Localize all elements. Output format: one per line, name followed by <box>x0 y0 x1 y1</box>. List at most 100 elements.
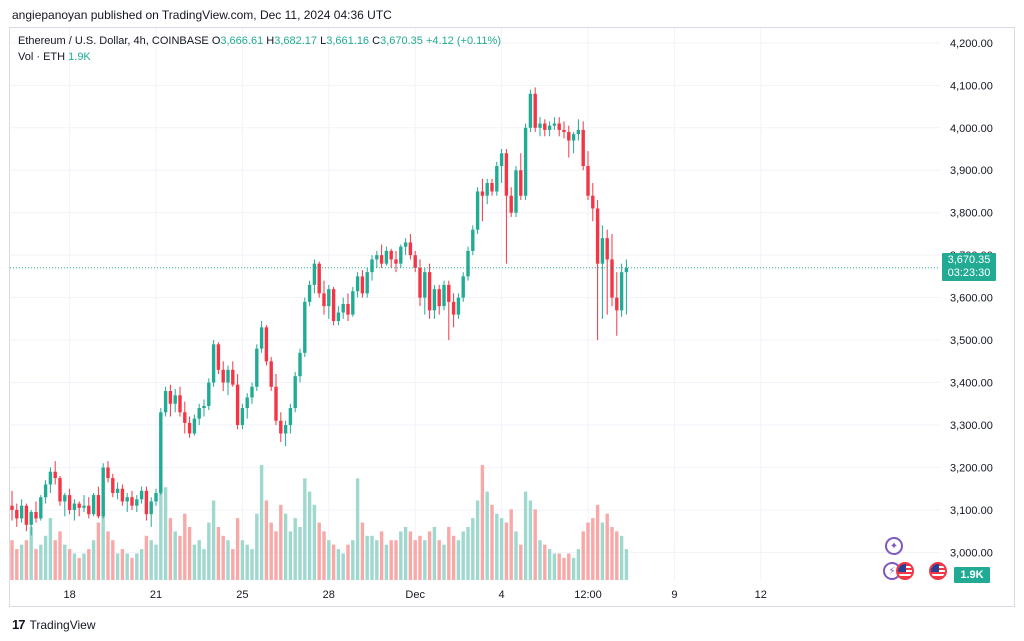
volume-bar <box>615 531 619 580</box>
candle-body <box>399 246 403 264</box>
tradingview-logo-icon: 17 <box>12 617 26 632</box>
candle <box>341 297 345 319</box>
candle <box>471 225 475 256</box>
candle <box>528 89 533 133</box>
candle <box>543 119 547 137</box>
candle <box>135 495 139 513</box>
time-tick-label: 12 <box>755 589 767 601</box>
candle <box>159 408 163 496</box>
candle-body <box>163 391 168 413</box>
candle-body <box>322 293 326 307</box>
volume-bar <box>514 531 518 580</box>
candle <box>63 492 67 517</box>
legend-volume-label: Vol · ETH <box>18 51 66 63</box>
candle-body <box>264 327 269 362</box>
candle-body <box>447 284 451 302</box>
volume-bar <box>139 549 144 580</box>
candle <box>58 475 62 506</box>
candle <box>490 178 494 196</box>
candle-body <box>538 123 542 128</box>
time-tick-label: 28 <box>323 589 335 601</box>
candle <box>154 488 158 506</box>
candle <box>101 463 105 519</box>
volume-bar <box>595 504 600 580</box>
candle-body <box>581 129 585 166</box>
candle-body <box>298 352 302 377</box>
price-tick-label: 4,100.00 <box>950 80 993 92</box>
candle-body <box>82 505 86 508</box>
candle-body <box>327 289 331 307</box>
time-tick-label: 12:00 <box>574 589 602 601</box>
candle-body <box>159 412 163 493</box>
candle <box>91 492 96 517</box>
candle-body <box>499 153 504 166</box>
candle <box>19 499 24 523</box>
volume-bar <box>24 540 29 580</box>
volume-bar <box>125 553 129 580</box>
volume-bar <box>303 478 307 580</box>
candle-body <box>231 369 235 385</box>
price-tick-label: 3,600.00 <box>950 293 993 305</box>
candlestick-chart[interactable]: 4,200.00 4,100.00 4,000.00 3,900.00 3,800.00… <box>10 28 1014 606</box>
candle <box>293 371 297 413</box>
candle-body <box>394 259 398 264</box>
candle <box>615 272 619 336</box>
volume-bar <box>547 549 552 580</box>
price-tick-label: 4,200.00 <box>950 38 993 50</box>
candle-body <box>370 259 374 273</box>
volume-bar <box>298 526 302 580</box>
candle <box>130 490 134 510</box>
candle <box>475 187 480 234</box>
candle-body <box>72 503 77 510</box>
candle <box>514 166 518 217</box>
time-tick-label: 25 <box>236 589 248 601</box>
candle-body <box>53 471 57 479</box>
candle <box>389 248 393 268</box>
candle-body <box>480 191 485 196</box>
candle <box>259 320 264 353</box>
volume-bar <box>375 540 379 580</box>
footer-brand[interactable]: 17 TradingView <box>12 617 96 632</box>
volume-bar <box>427 531 432 580</box>
volume-bar <box>447 526 451 580</box>
us-flag-icon[interactable] <box>929 562 947 580</box>
candle <box>77 501 81 517</box>
candle <box>221 361 225 392</box>
candle <box>600 225 605 319</box>
event-spark-icon[interactable]: ✦ <box>885 537 903 555</box>
candle <box>288 403 293 434</box>
candle-body <box>29 512 33 525</box>
price-tick-label: 3,000.00 <box>950 547 993 559</box>
candle-body <box>24 505 29 525</box>
volume-bar <box>504 522 509 580</box>
candle-body <box>269 361 273 387</box>
candle <box>586 151 590 200</box>
volume-bar <box>173 531 177 580</box>
candle-body <box>125 497 129 502</box>
volume-bar <box>96 522 101 580</box>
candle-body <box>211 344 216 383</box>
volume-bar <box>279 504 283 580</box>
candle-body <box>567 132 571 141</box>
volume-bar <box>408 531 413 580</box>
candle <box>403 238 408 256</box>
volume-bar <box>255 513 259 580</box>
volume-bar <box>379 531 384 580</box>
candle <box>322 280 326 315</box>
candle-body <box>552 123 557 126</box>
candle <box>24 503 29 532</box>
volume-bars <box>10 443 629 580</box>
candle <box>216 342 221 375</box>
us-flag-icon[interactable] <box>896 562 914 580</box>
candle <box>178 386 182 417</box>
volume-bar <box>605 513 609 580</box>
candle-body <box>355 276 360 292</box>
volume-bar <box>178 535 182 580</box>
candle <box>619 263 624 317</box>
candle <box>499 149 504 183</box>
candle-body <box>600 238 605 264</box>
candle-body <box>63 495 67 502</box>
candle <box>120 484 125 506</box>
volume-bar <box>187 526 192 580</box>
candle-body <box>379 255 384 264</box>
